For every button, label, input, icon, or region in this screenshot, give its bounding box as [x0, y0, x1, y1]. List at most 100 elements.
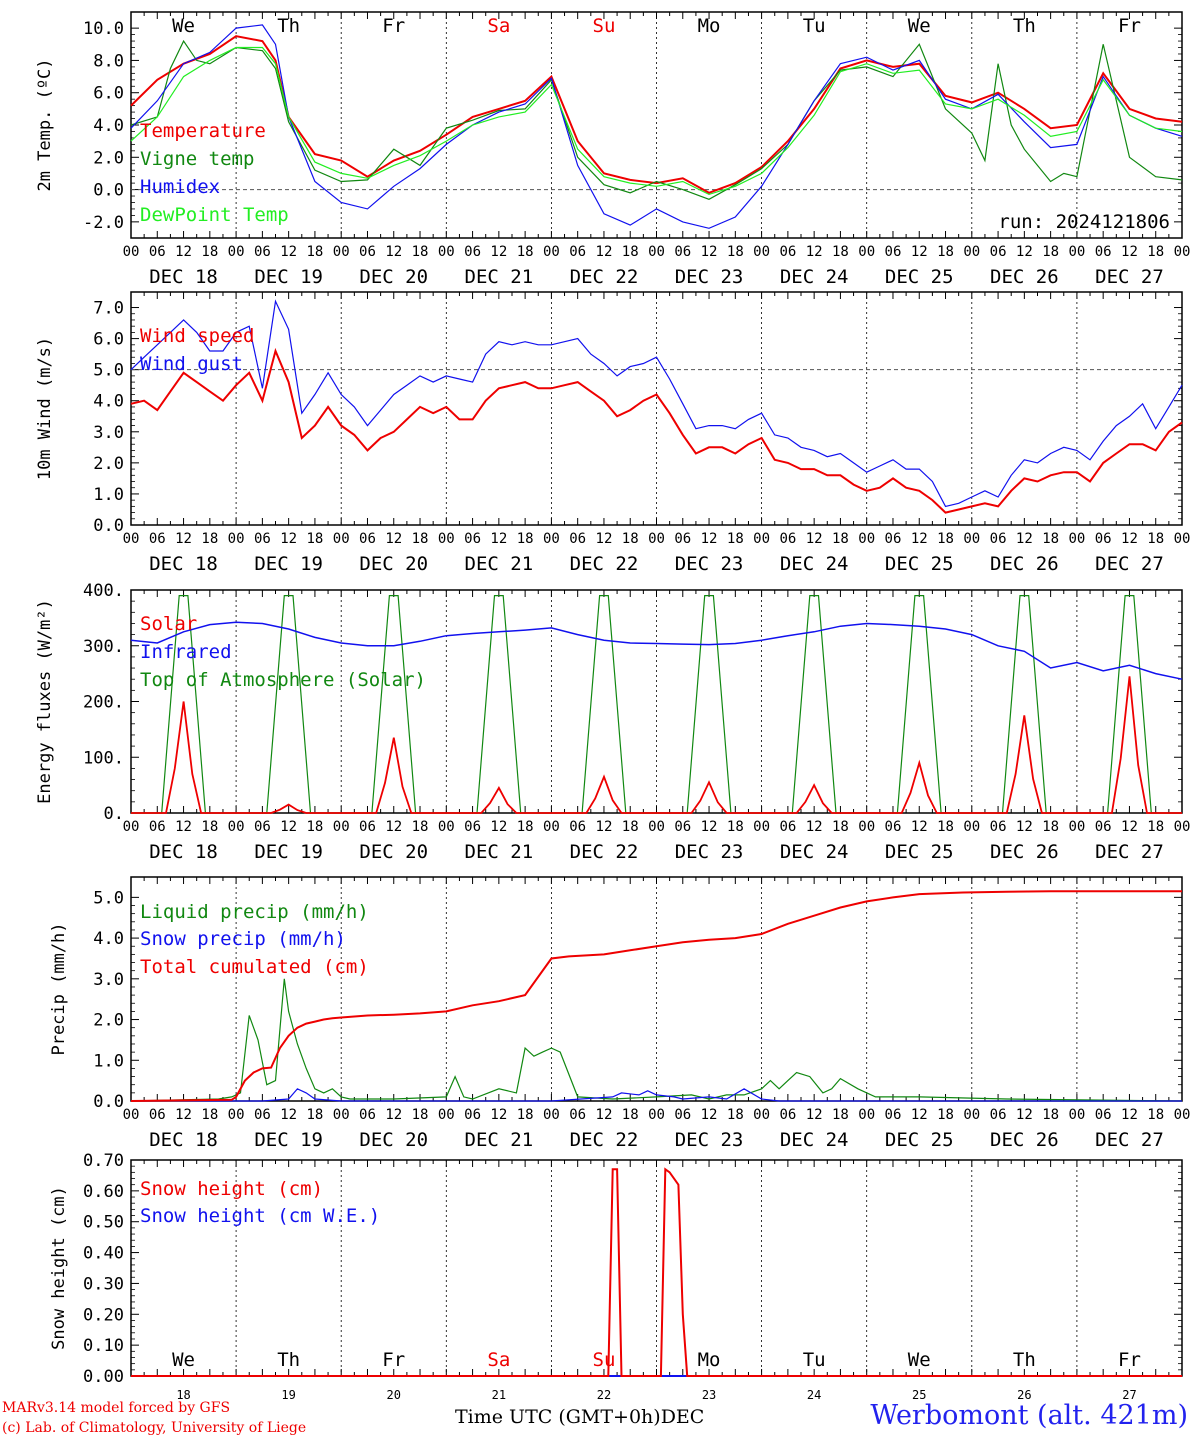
hour-tick-label: 06 — [885, 819, 902, 835]
hour-tick-label: 06 — [990, 819, 1007, 835]
hour-tick-label: 12 — [280, 819, 297, 835]
hour-tick-label: 06 — [464, 531, 481, 547]
hour-tick-label: 12 — [806, 244, 823, 260]
hour-tick-label: 06 — [674, 1107, 691, 1123]
date-label: DEC 24 — [780, 266, 849, 288]
hour-tick-label: 12 — [175, 1107, 192, 1123]
hour-tick-label: 00 — [648, 531, 665, 547]
hour-tick-label: 00 — [228, 244, 245, 260]
hour-tick-label: 06 — [254, 819, 271, 835]
hour-tick-label: 00 — [963, 1107, 980, 1123]
hour-tick-label: 00 — [228, 1107, 245, 1123]
hour-tick-label: 00 — [543, 244, 560, 260]
hour-tick-label: 06 — [569, 244, 586, 260]
day-number-label: 26 — [1017, 1388, 1031, 1402]
hour-tick-label: 12 — [911, 244, 928, 260]
hour-tick-label: 00 — [438, 1107, 455, 1123]
hour-tick-label: 18 — [727, 244, 744, 260]
hour-tick-label: 18 — [306, 819, 323, 835]
date-label: DEC 22 — [570, 266, 639, 288]
date-label: DEC 18 — [149, 1129, 218, 1151]
legend-solar: Solar — [140, 613, 197, 635]
y-tick-label: 5.0 — [93, 361, 124, 381]
hour-tick-label: 18 — [1042, 531, 1059, 547]
hour-tick-label: 18 — [727, 819, 744, 835]
hour-tick-label: 18 — [306, 244, 323, 260]
date-label: DEC 27 — [1095, 266, 1164, 288]
legend-dewpoint-temp: DewPoint Temp — [140, 204, 289, 226]
hour-tick-label: 06 — [1095, 244, 1112, 260]
y-tick-label: 0.40 — [83, 1244, 124, 1264]
y-axis-label: 10m Wind (m/s) — [35, 337, 55, 480]
weekday-label: Th — [1013, 15, 1036, 37]
hour-tick-label: 18 — [306, 1107, 323, 1123]
hour-tick-label: 06 — [359, 1107, 376, 1123]
hour-tick-label: 00 — [123, 244, 140, 260]
date-label: DEC 20 — [359, 553, 428, 575]
y-tick-label: 0.50 — [83, 1213, 124, 1233]
hour-tick-label: 00 — [858, 244, 875, 260]
legend-snow-height-cm-: Snow height (cm) — [140, 1178, 323, 1200]
hour-tick-label: 12 — [490, 819, 507, 835]
date-label: DEC 24 — [780, 841, 849, 863]
day-number-label: 19 — [281, 1388, 295, 1402]
y-tick-label: 2.0 — [93, 454, 124, 474]
hour-tick-label: 12 — [806, 531, 823, 547]
date-label: DEC 20 — [359, 266, 428, 288]
date-label: DEC 23 — [675, 1129, 744, 1151]
date-label: DEC 25 — [885, 841, 954, 863]
date-label: DEC 24 — [780, 553, 849, 575]
hour-tick-label: 12 — [911, 531, 928, 547]
hour-tick-label: 12 — [280, 531, 297, 547]
legend-total-cumulated-cm-: Total cumulated (cm) — [140, 956, 369, 978]
hour-tick-label: 12 — [596, 244, 613, 260]
legend-snow-height-cm-w-e-: Snow height (cm W.E.) — [140, 1205, 380, 1227]
hour-tick-label: 00 — [543, 531, 560, 547]
hour-tick-label: 18 — [412, 531, 429, 547]
hour-tick-label: 18 — [622, 819, 639, 835]
hour-tick-label: 00 — [543, 1107, 560, 1123]
day-number-label: 25 — [912, 1388, 926, 1402]
date-label: DEC 27 — [1095, 553, 1164, 575]
hour-tick-label: 06 — [1095, 819, 1112, 835]
hour-tick-label: 12 — [701, 819, 718, 835]
hour-tick-label: 18 — [517, 819, 534, 835]
hour-tick-label: 18 — [1042, 819, 1059, 835]
hour-tick-label: 00 — [1174, 531, 1191, 547]
hour-tick-label: 18 — [1147, 244, 1164, 260]
legend-temperature: Temperature — [140, 120, 266, 142]
date-label: DEC 22 — [570, 841, 639, 863]
hour-tick-label: 18 — [727, 531, 744, 547]
y-tick-label: 1.0 — [93, 485, 124, 505]
hour-tick-label: 00 — [858, 531, 875, 547]
day-number-label: 27 — [1122, 1388, 1136, 1402]
hour-tick-label: 06 — [149, 819, 166, 835]
hour-tick-label: 06 — [1095, 531, 1112, 547]
y-tick-label: 0.0 — [93, 1092, 124, 1112]
hour-tick-label: 18 — [1042, 1107, 1059, 1123]
date-label: DEC 25 — [885, 553, 954, 575]
date-label: DEC 27 — [1095, 1129, 1164, 1151]
legend-snow-precip-mm-h-: Snow precip (mm/h) — [140, 928, 346, 950]
hour-tick-label: 06 — [990, 531, 1007, 547]
date-label: DEC 20 — [359, 841, 428, 863]
hour-tick-label: 18 — [306, 531, 323, 547]
hour-tick-label: 00 — [1174, 819, 1191, 835]
y-tick-label: 300. — [83, 637, 124, 657]
weekday-label: Fr — [1118, 1349, 1141, 1371]
date-label: DEC 27 — [1095, 841, 1164, 863]
hour-tick-label: 00 — [1174, 244, 1191, 260]
weekday-label: Th — [277, 1349, 300, 1371]
hour-tick-label: 12 — [385, 1107, 402, 1123]
date-label: DEC 18 — [149, 553, 218, 575]
hour-tick-label: 12 — [701, 1107, 718, 1123]
hour-tick-label: 18 — [937, 819, 954, 835]
hour-tick-label: 12 — [385, 244, 402, 260]
hour-tick-label: 12 — [701, 244, 718, 260]
hour-tick-label: 00 — [858, 819, 875, 835]
date-label: DEC 23 — [675, 553, 744, 575]
hour-tick-label: 12 — [596, 1107, 613, 1123]
credit-model: MARv3.14 model forced by GFS — [2, 1400, 231, 1416]
hour-tick-label: 12 — [701, 531, 718, 547]
